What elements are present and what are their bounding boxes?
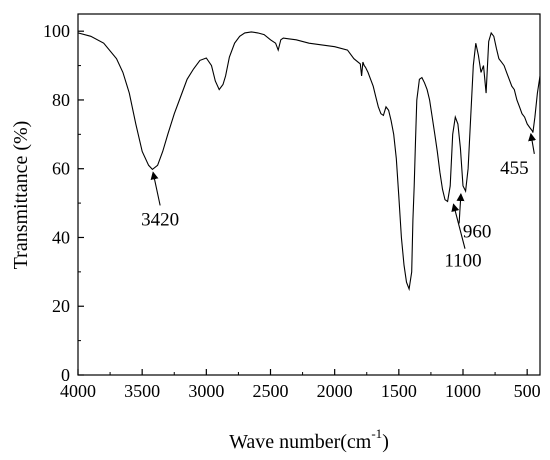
y-axis-label: Transmittance (%)	[10, 121, 32, 270]
x-tick-label: 1000	[445, 381, 481, 401]
x-tick-label: 500	[514, 381, 541, 401]
annotation-arrow	[451, 203, 466, 249]
plot-frame	[77, 13, 541, 376]
spectrum-line	[77, 31, 541, 292]
y-tick-label: 60	[52, 159, 70, 179]
y-tick-label: 80	[52, 90, 70, 110]
x-tick-label: 1500	[381, 381, 417, 401]
x-axis-label-base: Wave number(cm	[229, 431, 372, 453]
annotation-arrow	[528, 132, 537, 154]
axis-ticks: 4000 3500 3000 2500 2000 1500 1000 500 0 20 40 60 80…	[43, 21, 541, 401]
x-tick-label: 3500	[124, 381, 160, 401]
x-tick-label: 3000	[188, 381, 224, 401]
x-axis-label: Wave number(cm-1)	[229, 426, 389, 453]
y-tick-label: 40	[52, 227, 70, 247]
annotation-arrow	[150, 171, 161, 206]
x-tick-label: 2500	[253, 381, 289, 401]
x-axis-label-sup: -1	[371, 426, 382, 441]
annotation-label: 3420	[141, 209, 179, 230]
annotation-label: 1100	[444, 251, 481, 272]
y-tick-label: 100	[43, 21, 70, 41]
peak-annotations: 3420 1100 960 455	[141, 132, 537, 272]
x-axis-label-close: )	[382, 431, 389, 453]
x-tick-label: 4000	[60, 381, 96, 401]
y-tick-label: 0	[61, 365, 70, 385]
annotation-label: 455	[500, 158, 529, 179]
annotation-label: 960	[463, 221, 492, 242]
x-tick-label: 2000	[317, 381, 353, 401]
annotation-arrow	[456, 193, 465, 224]
y-tick-label: 20	[52, 296, 70, 316]
